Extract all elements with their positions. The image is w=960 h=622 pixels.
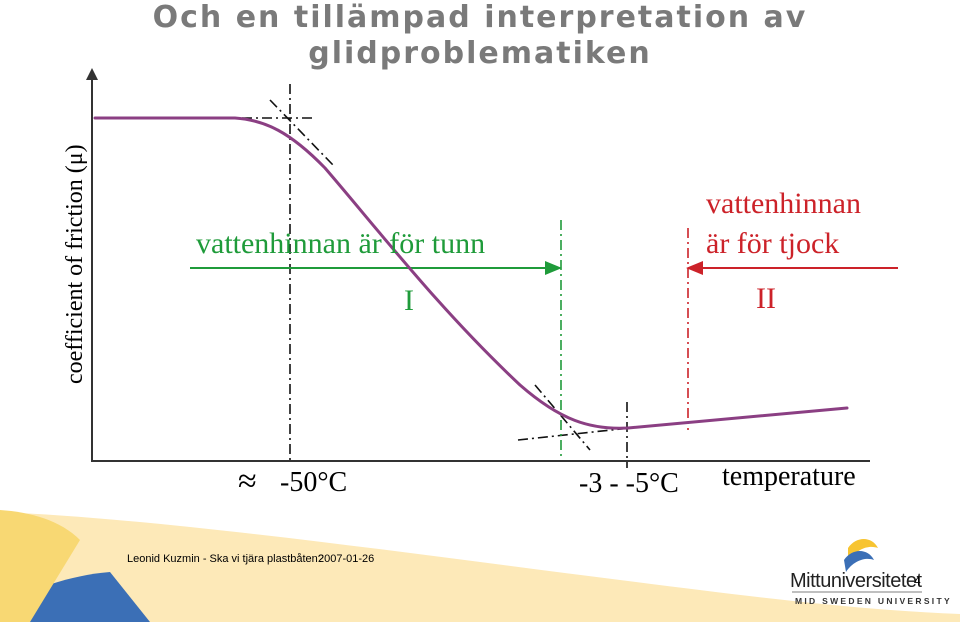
footer-date: 2007-01-26	[318, 553, 375, 565]
logo-name: Mittuniversitetet	[790, 570, 922, 592]
region2-arrowhead	[686, 261, 703, 275]
page-number: 4	[914, 574, 921, 588]
region1-numeral: I	[404, 284, 414, 317]
ref-diagonal-top	[269, 99, 334, 166]
university-logo-icon	[844, 539, 878, 572]
title-line-2: glidproblematiken	[308, 36, 652, 71]
region1-label: vattenhinnan är för tunn	[196, 227, 485, 260]
friction-curve	[93, 116, 849, 430]
footer-wave-yellow	[0, 510, 80, 622]
ref-diagonal-bottom	[534, 384, 591, 451]
region2-label-line2: är för tjock	[706, 227, 839, 260]
logo-subtitle: MID SWEDEN UNIVERSITY	[795, 596, 952, 606]
region2-label-line1: vattenhinnan	[706, 187, 861, 220]
tick-left-label: -50°C	[280, 467, 347, 498]
footer-wave-light	[0, 512, 960, 622]
footer-author: Leonid Kuzmin - Ska vi tjära plastbåten?	[127, 553, 324, 565]
region2-numeral: II	[756, 282, 776, 315]
y-axis-label: coefficient of friction (μ)	[62, 144, 88, 384]
title-line-1: Och en tillämpad interpretation av	[152, 0, 808, 35]
y-axis-arrow	[86, 68, 98, 80]
region1-arrowhead	[545, 261, 562, 275]
tick-right-label: -3 - -5°C	[579, 468, 679, 499]
approx-sign: ≈	[238, 463, 257, 500]
x-axis-label: temperature	[722, 461, 856, 492]
ref-horizontal-bottom	[517, 427, 631, 441]
